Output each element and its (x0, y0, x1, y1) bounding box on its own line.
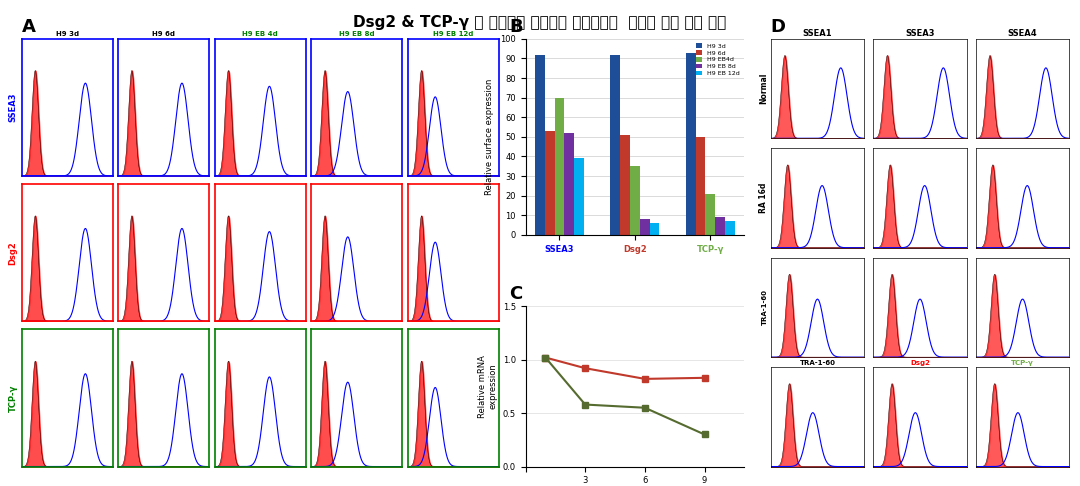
Text: TRA-1-60: TRA-1-60 (799, 360, 836, 365)
Bar (725, 221, 734, 235)
Title: H9 EB 4d: H9 EB 4d (242, 31, 279, 37)
Bar (639, 219, 650, 235)
Y-axis label: Relative surface expression: Relative surface expression (486, 79, 495, 195)
Bar (696, 137, 705, 235)
Title: H9 6d: H9 6d (152, 31, 175, 37)
Text: A: A (22, 17, 36, 35)
Text: B: B (510, 17, 523, 35)
Text: Dsg2: Dsg2 (910, 360, 930, 365)
Bar (575, 158, 584, 235)
Text: D: D (771, 17, 786, 35)
Title: H9 EB 12d: H9 EB 12d (433, 31, 474, 37)
Title: H9 3d: H9 3d (55, 31, 79, 37)
Title: SSEA3: SSEA3 (905, 29, 935, 38)
Bar (554, 98, 565, 235)
Title: SSEA1: SSEA1 (802, 29, 833, 38)
Title: H9 EB 8d: H9 EB 8d (339, 31, 375, 37)
Y-axis label: Relative mRNA
expression: Relative mRNA expression (477, 355, 497, 418)
Y-axis label: TRA-1-60: TRA-1-60 (762, 290, 768, 326)
Bar (544, 131, 554, 235)
Title: SSEA4: SSEA4 (1008, 29, 1038, 38)
Bar (715, 217, 725, 235)
Text: Dsg2 & TCP-γ 의 전분화능 줄기세포 미분화상태  특이적 발현 양상 분석: Dsg2 & TCP-γ 의 전분화능 줄기세포 미분화상태 특이적 발현 양상… (353, 15, 727, 30)
Y-axis label: Dsg2: Dsg2 (9, 241, 17, 264)
Bar (610, 54, 620, 235)
Y-axis label: TCP-γ: TCP-γ (9, 384, 17, 412)
Bar (686, 52, 696, 235)
Y-axis label: SSEA3: SSEA3 (9, 93, 17, 122)
Bar (705, 194, 715, 235)
Y-axis label: Normal: Normal (759, 73, 768, 104)
Text: TCP-γ: TCP-γ (1011, 360, 1034, 365)
Text: C: C (510, 285, 523, 303)
Y-axis label: RA 16d: RA 16d (759, 183, 768, 213)
Bar (535, 54, 544, 235)
Bar (620, 135, 630, 235)
Bar (630, 166, 639, 235)
Legend: H9 3d, H9 6d, H9 EB4d, H9 EB 8d, H9 EB 12d: H9 3d, H9 6d, H9 EB4d, H9 EB 8d, H9 EB 1… (694, 42, 741, 77)
Bar (650, 223, 660, 235)
Bar (565, 133, 575, 235)
